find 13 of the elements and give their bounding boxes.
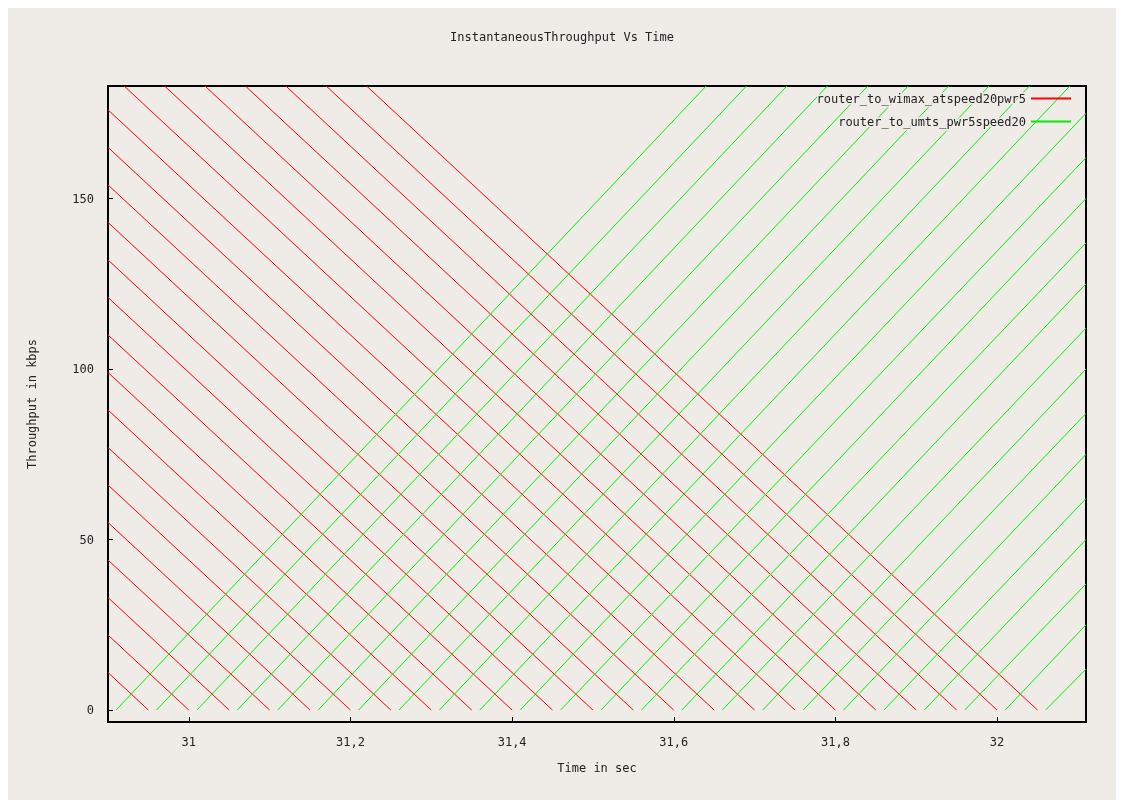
x-tick-label: 31,4 bbox=[497, 735, 527, 749]
y-tick-label: 100 bbox=[72, 362, 94, 377]
x-tick-label: 32 bbox=[989, 735, 1005, 749]
x-tick-label: 31,2 bbox=[336, 735, 365, 749]
x-tick-label: 31 bbox=[181, 735, 197, 749]
x-tick-label: 31,6 bbox=[659, 735, 689, 749]
y-tick-label: 50 bbox=[79, 532, 94, 547]
x-tick-label: 31,8 bbox=[820, 735, 850, 749]
y-tick-label: 150 bbox=[72, 191, 94, 206]
x-axis-title: Time in sec bbox=[557, 761, 637, 775]
chart-title: InstantaneousThroughput Vs Time bbox=[450, 30, 674, 44]
y-tick-label: 0 bbox=[86, 703, 94, 718]
y-axis-title: Throughput in kbps bbox=[25, 338, 39, 470]
